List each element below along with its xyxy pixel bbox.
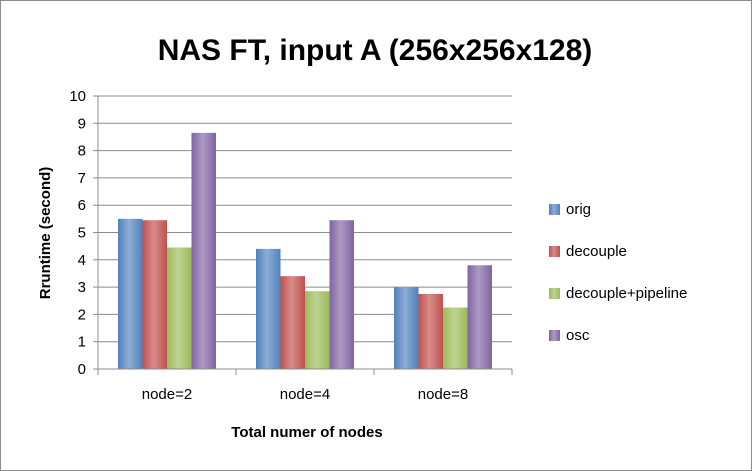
legend-label: osc [566,327,590,344]
x-tick-label: node=8 [418,386,468,403]
legend-swatch-osc [549,330,560,341]
y-tick-label: 7 [78,170,86,187]
bar-decouple-pipeline-node-4 [305,291,330,369]
y-tick-label: 6 [78,197,86,214]
bars [118,132,492,369]
bar-osc-node-2 [191,132,216,369]
y-tick-labels: 0 1 2 3 4 5 6 7 8 9 10 [69,88,86,378]
bar-orig-node-2 [118,218,143,369]
y-tick-label: 4 [78,252,86,269]
bar-osc-node-4 [329,220,354,369]
x-tick-label: node=2 [142,386,192,403]
y-tick-label: 10 [69,88,86,105]
y-tick-label: 9 [78,115,86,132]
bar-orig-node-4 [256,248,281,369]
y-axis-title: Rruntime (second) [37,167,54,300]
y-tick-label: 2 [78,306,86,323]
x-tick-label: node=4 [280,386,330,403]
bar-decouple-node-4 [280,276,305,369]
x-tick-labels: node=2 node=4 node=8 [142,386,468,403]
y-tick-label: 0 [78,361,86,378]
x-axis-title: Total numer of nodes [231,424,382,441]
legend-label: decouple [566,243,627,260]
legend-swatch-decouple [549,246,560,257]
bar-decouple-pipeline-node-8 [443,307,468,369]
chart-title: NAS FT, input A (256x256x128) [158,34,593,67]
y-tick-label: 5 [78,225,86,242]
legend-label: decouple+pipeline [566,285,687,302]
bar-decouple-node-2 [142,220,167,369]
bar-osc-node-8 [467,265,492,369]
legend: orig decouple decouple+pipeline osc [549,201,687,344]
legend-swatch-orig [549,204,560,215]
bar-decouple-node-8 [418,293,443,369]
legend-swatch-decouple-pipeline [549,288,560,299]
bar-decouple-pipeline-node-2 [167,247,192,369]
y-tick-label: 8 [78,143,86,160]
y-tick-label: 1 [78,334,86,351]
bar-orig-node-8 [394,287,419,369]
y-tick-label: 3 [78,279,86,296]
axes [93,95,513,375]
legend-label: orig [566,201,591,218]
